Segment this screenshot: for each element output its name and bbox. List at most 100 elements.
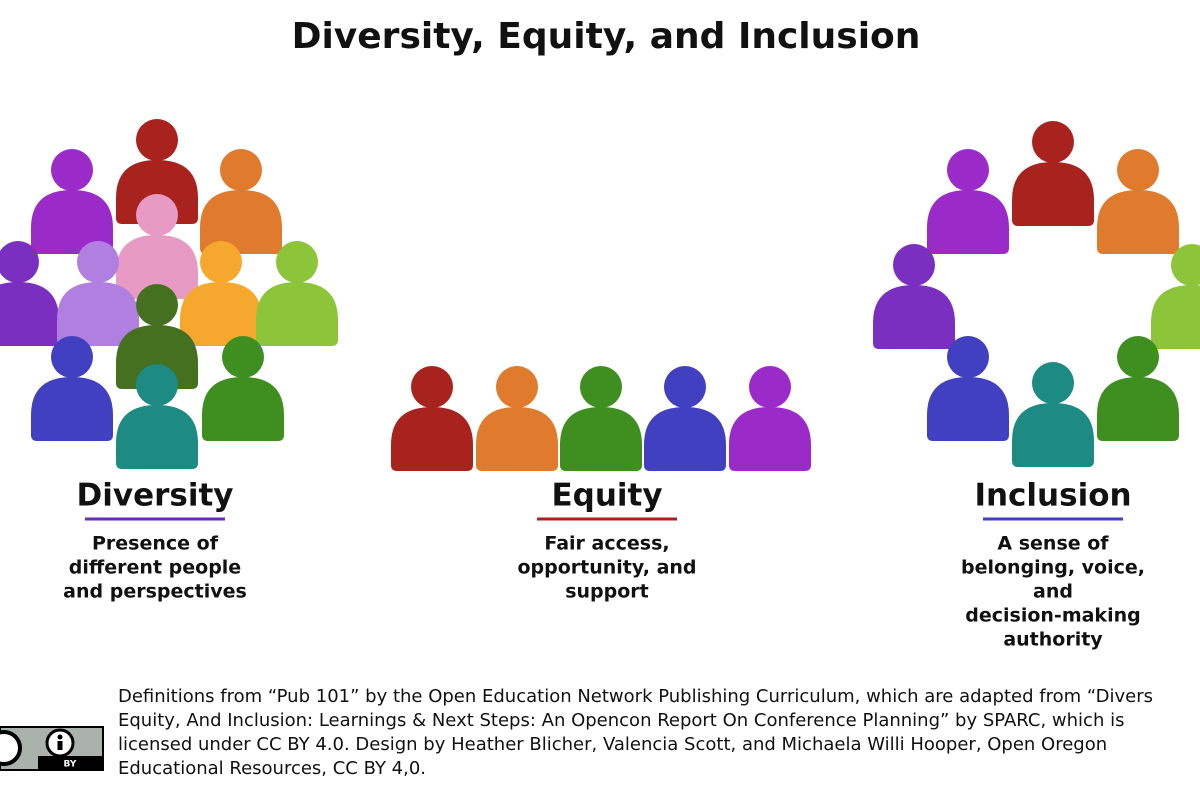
person-head: [1032, 362, 1074, 404]
person: [116, 194, 198, 299]
person: [476, 366, 558, 471]
footer-text: Equity, And Inclusion: Learnings & Next …: [118, 710, 1124, 731]
person: [560, 366, 642, 471]
person-head: [1032, 121, 1074, 163]
person-head: [947, 336, 989, 378]
section-heading: Diversity: [77, 478, 234, 514]
person-body: [873, 285, 955, 349]
person-head: [222, 336, 264, 378]
footer-text: Educational Resources, CC BY 4,0.: [118, 758, 426, 779]
section-description: Fair access,: [544, 533, 669, 555]
person-body: [560, 407, 642, 471]
section-description: opportunity, and: [517, 557, 696, 579]
person-head: [1117, 336, 1159, 378]
person: [644, 366, 726, 471]
person-body: [1097, 190, 1179, 254]
person: [180, 241, 262, 346]
person-body: [200, 190, 282, 254]
person-body: [476, 407, 558, 471]
person-body: [57, 282, 139, 346]
section-heading: Equity: [551, 478, 662, 514]
person-body: [31, 377, 113, 441]
person-body: [644, 407, 726, 471]
person: [729, 366, 811, 471]
cc-icon: [0, 730, 22, 766]
person-body: [927, 377, 1009, 441]
cc-badge-label: BY: [64, 760, 77, 770]
person-body: [1097, 377, 1179, 441]
person: [391, 366, 473, 471]
person-body: [116, 235, 198, 299]
person-body: [116, 405, 198, 469]
person-head: [496, 366, 538, 408]
person: [116, 364, 198, 469]
person-body: [31, 190, 113, 254]
footer-text: Definitions from “Pub 101” by the Open E…: [118, 686, 1153, 707]
person-head: [0, 241, 39, 283]
person-head: [220, 149, 262, 191]
section-description: different people: [69, 557, 241, 579]
person-head: [947, 149, 989, 191]
person-head: [136, 284, 178, 326]
person: [927, 149, 1009, 254]
footer: BY Definitions from “Pub 101” by the Ope…: [0, 686, 1153, 779]
person: [1012, 362, 1094, 467]
person-head: [136, 194, 178, 236]
person-head: [136, 119, 178, 161]
person-head: [749, 366, 791, 408]
person-head: [580, 366, 622, 408]
section-heading: Inclusion: [974, 478, 1131, 514]
footer-text: licensed under CC BY 4.0. Design by Heat…: [118, 734, 1107, 755]
person: [873, 244, 955, 349]
people-icons: [0, 119, 1200, 471]
person-head: [1117, 149, 1159, 191]
person-head: [1171, 244, 1200, 286]
person-body: [0, 282, 59, 346]
person: [116, 284, 198, 389]
person-head: [276, 241, 318, 283]
person-body: [256, 282, 338, 346]
section-description: and: [1033, 581, 1073, 603]
person: [1097, 149, 1179, 254]
section-description: support: [565, 581, 649, 603]
person: [1012, 121, 1094, 226]
person-body: [116, 325, 198, 389]
person: [31, 149, 113, 254]
person-body: [729, 407, 811, 471]
cc-badge-strip: [38, 756, 103, 770]
person: [256, 241, 338, 346]
person-body: [391, 407, 473, 471]
person-body: [202, 377, 284, 441]
person: [1097, 336, 1179, 441]
person: [200, 149, 282, 254]
person-body: [180, 282, 262, 346]
section-description: belonging, voice,: [961, 557, 1145, 579]
person-head: [893, 244, 935, 286]
person-head: [51, 336, 93, 378]
section-description: decision-making: [965, 605, 1140, 627]
person-head: [136, 364, 178, 406]
person: [31, 336, 113, 441]
person: [57, 241, 139, 346]
person-head: [200, 241, 242, 283]
person-head: [51, 149, 93, 191]
person: [1151, 244, 1200, 349]
section-description: A sense of: [997, 533, 1109, 555]
by-icon-body: [57, 741, 63, 750]
by-icon-dot: [57, 734, 63, 740]
person: [202, 336, 284, 441]
section-description: Presence of: [92, 533, 219, 555]
person-head: [664, 366, 706, 408]
person-body: [1012, 403, 1094, 467]
section-description: and perspectives: [63, 581, 247, 603]
section-description: authority: [1003, 629, 1103, 651]
person: [116, 119, 198, 224]
person-body: [1151, 285, 1200, 349]
person-head: [77, 241, 119, 283]
person-body: [927, 190, 1009, 254]
person-body: [116, 160, 198, 224]
person: [927, 336, 1009, 441]
person-body: [1012, 162, 1094, 226]
